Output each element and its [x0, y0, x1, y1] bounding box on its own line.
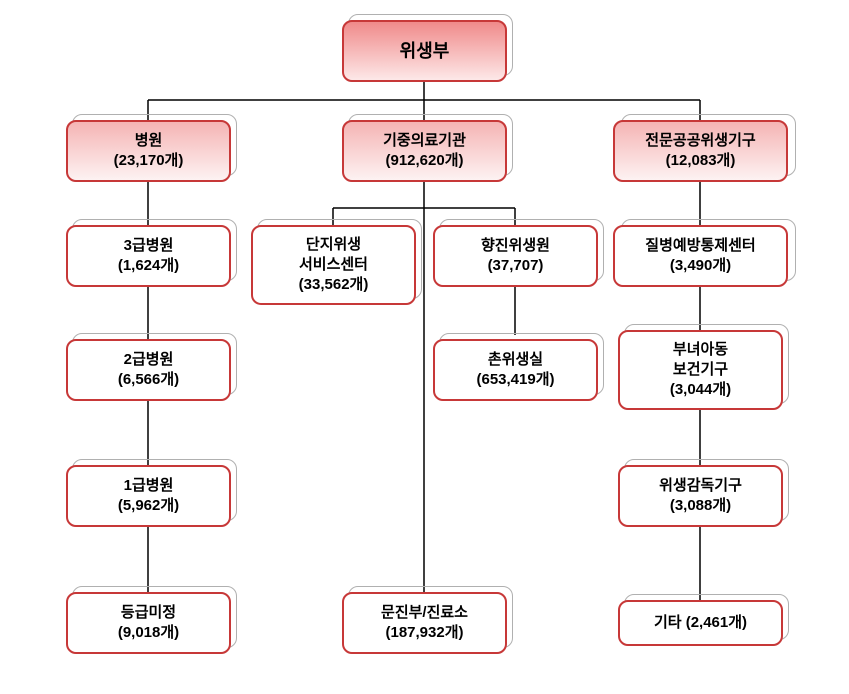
hospital-3: 등급미정 (9,018개) [66, 592, 231, 654]
hospital-3-line2: (9,018개) [118, 623, 179, 643]
donated-village-line2: (653,419개) [476, 370, 554, 390]
root-node: 위생부 [342, 20, 507, 82]
donated-service: 단지위생 서비스센터 (33,562개) [251, 225, 416, 305]
public-0-line2: (3,490개) [670, 256, 731, 276]
hospital-0-line1: 3급병원 [124, 236, 174, 256]
hospital-2-line2: (5,962개) [118, 496, 179, 516]
donated-service-line2: 서비스센터 [299, 255, 368, 275]
donated-clinic: 문진부/진료소 (187,932개) [342, 592, 507, 654]
hospital-0: 3급병원 (1,624개) [66, 225, 231, 287]
donated-village-line1: 촌위생실 [488, 350, 543, 370]
l2-hospital: 병원 (23,170개) [66, 120, 231, 182]
l2-hospital-line2: (23,170개) [114, 151, 184, 171]
donated-service-line1: 단지위생 [306, 235, 361, 255]
public-0: 질병예방통제센터 (3,490개) [613, 225, 788, 287]
public-2: 위생감독기구 (3,088개) [618, 465, 783, 527]
donated-service-line3: (33,562개) [299, 275, 369, 295]
public-2-line1: 위생감독기구 [659, 476, 742, 496]
public-3: 기타 (2,461개) [618, 600, 783, 646]
hospital-2: 1급병원 (5,962개) [66, 465, 231, 527]
hospital-0-line2: (1,624개) [118, 256, 179, 276]
hospital-2-line1: 1급병원 [124, 476, 174, 496]
root-label: 위생부 [400, 39, 450, 63]
hospital-1: 2급병원 (6,566개) [66, 339, 231, 401]
donated-township-line2: (37,707) [488, 256, 544, 276]
public-2-line2: (3,088개) [670, 496, 731, 516]
l2-public-line1: 전문공공위생기구 [645, 131, 755, 151]
donated-township-line1: 향진위생원 [481, 236, 550, 256]
donated-township: 향진위생원 (37,707) [433, 225, 598, 287]
l2-donated-line2: (912,620개) [385, 151, 463, 171]
public-3-line1: 기타 (2,461개) [654, 613, 747, 633]
l2-donated: 기중의료기관 (912,620개) [342, 120, 507, 182]
public-0-line1: 질병예방통제센터 [645, 236, 755, 256]
hospital-1-line2: (6,566개) [118, 370, 179, 390]
public-1-line2: 보건기구 [673, 360, 728, 380]
public-1-line3: (3,044개) [670, 380, 731, 400]
public-1: 부녀아동 보건기구 (3,044개) [618, 330, 783, 410]
l2-donated-line1: 기중의료기관 [383, 131, 466, 151]
donated-clinic-line1: 문진부/진료소 [381, 603, 468, 623]
l2-public-line2: (12,083개) [666, 151, 736, 171]
hospital-3-line1: 등급미정 [121, 603, 176, 623]
l2-public: 전문공공위생기구 (12,083개) [613, 120, 788, 182]
donated-village: 촌위생실 (653,419개) [433, 339, 598, 401]
l2-hospital-line1: 병원 [135, 131, 163, 151]
donated-clinic-line2: (187,932개) [385, 623, 463, 643]
public-1-line1: 부녀아동 [673, 340, 728, 360]
hospital-1-line1: 2급병원 [124, 350, 174, 370]
